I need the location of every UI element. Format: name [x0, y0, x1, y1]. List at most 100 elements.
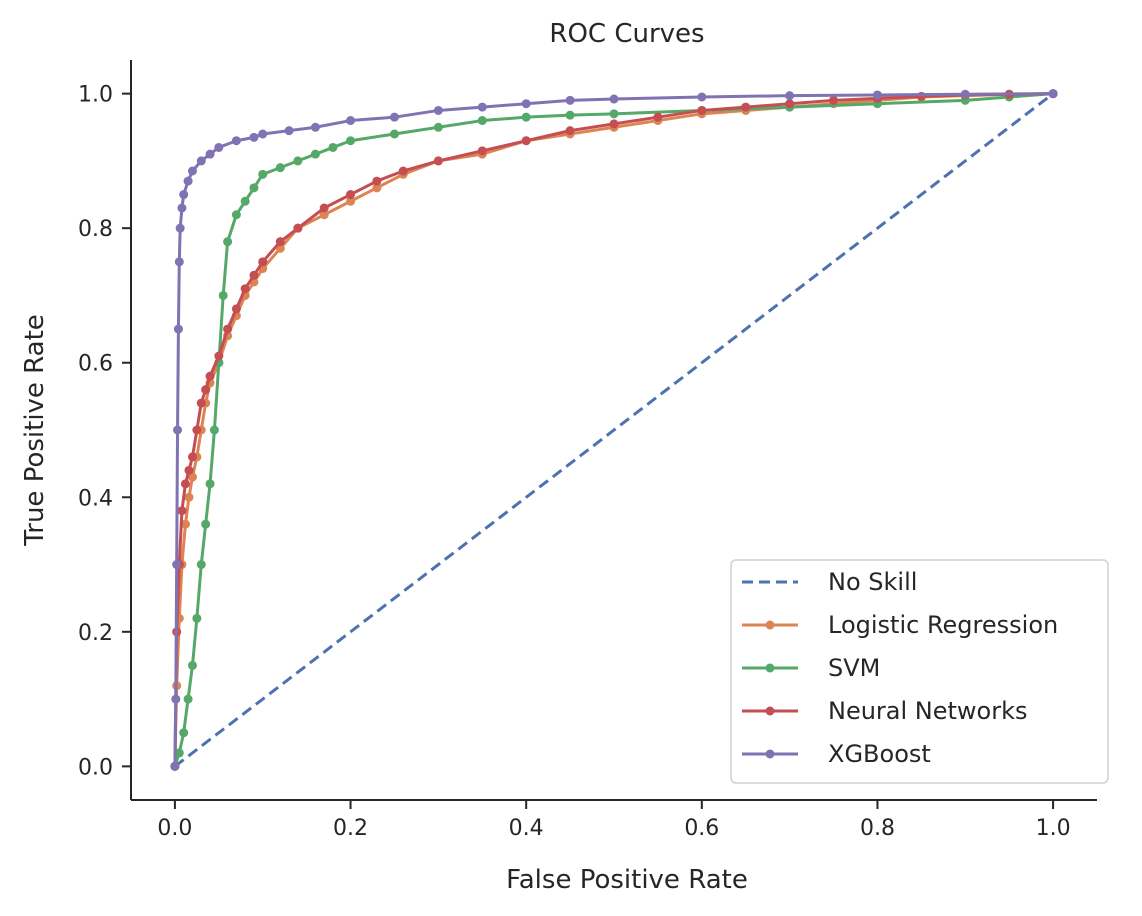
data-point [177, 203, 187, 213]
data-point [389, 129, 399, 139]
data-point [179, 190, 189, 200]
series-neural-networks [170, 89, 1058, 771]
data-point [609, 94, 619, 104]
legend-item: SVM [742, 654, 880, 682]
data-point [183, 176, 193, 186]
series-xgboost [170, 89, 1058, 771]
x-tick-label: 1.0 [1036, 816, 1071, 841]
data-point [214, 351, 224, 361]
y-tick-label: 0.4 [78, 486, 113, 511]
data-point [565, 95, 575, 105]
data-point [565, 110, 575, 120]
data-point [346, 196, 356, 206]
data-point [172, 560, 182, 570]
data-point [310, 122, 320, 132]
data-point [960, 89, 970, 99]
data-point [609, 109, 619, 119]
legend-item: Neural Networks [742, 697, 1028, 725]
data-point [477, 102, 487, 112]
data-point [293, 223, 303, 233]
legend-marker [765, 663, 775, 673]
legend: No Skill Logistic Regression SVM Neural Net… [730, 559, 1109, 784]
data-point [328, 142, 338, 152]
data-point [697, 92, 707, 102]
series-line [173, 92, 1055, 768]
data-point [521, 136, 531, 146]
data-point [223, 237, 233, 247]
data-point [196, 560, 206, 570]
data-point [205, 149, 215, 159]
data-point [258, 169, 268, 179]
data-point [249, 270, 259, 280]
data-point [214, 142, 224, 152]
data-point [741, 102, 751, 112]
legend-item: No Skill [742, 568, 917, 596]
data-point [187, 452, 197, 462]
legend-label: No Skill [828, 568, 917, 596]
x-tick-label: 0.4 [509, 816, 544, 841]
data-point [319, 210, 329, 220]
axes [130, 60, 1097, 801]
y-tick-label: 0.2 [78, 621, 113, 646]
data-point [521, 112, 531, 122]
data-point [372, 176, 382, 186]
y-axis-label: True Positive Rate [20, 314, 50, 547]
y-tick-label: 0.8 [78, 217, 113, 242]
data-point [258, 257, 268, 267]
legend-marker [765, 620, 775, 630]
data-point [174, 257, 184, 267]
data-point [171, 694, 181, 704]
data-point [1048, 89, 1058, 99]
legend-label: SVM [828, 654, 880, 682]
data-point [179, 728, 189, 738]
data-point [785, 91, 795, 101]
legend-item: Logistic Regression [742, 611, 1058, 639]
data-point [187, 166, 197, 176]
data-point [196, 398, 206, 408]
x-tick-label: 0.6 [684, 816, 719, 841]
data-point [192, 425, 202, 435]
x-tick-label: 0.8 [860, 816, 895, 841]
data-point [521, 99, 531, 109]
data-point [192, 613, 202, 623]
data-point [231, 136, 241, 146]
data-point [275, 163, 285, 173]
data-point [184, 465, 194, 475]
data-point [697, 105, 707, 115]
data-point [372, 183, 382, 193]
data-point [565, 126, 575, 136]
y-tick-label: 0.0 [78, 755, 113, 780]
data-point [177, 506, 187, 516]
data-point [183, 694, 193, 704]
data-point [609, 119, 619, 129]
data-point [240, 284, 250, 294]
data-point [201, 385, 211, 395]
data-point [196, 156, 206, 166]
data-point [231, 304, 241, 314]
data-point [346, 190, 356, 200]
legend-item: XGBoost [742, 740, 931, 768]
data-point [187, 472, 197, 482]
data-point [170, 761, 180, 771]
data-point [433, 122, 443, 132]
data-point [872, 90, 882, 100]
data-point [284, 126, 294, 136]
data-point [223, 324, 233, 334]
series-line [173, 92, 1054, 767]
data-point [319, 203, 329, 213]
data-point [240, 196, 250, 206]
data-point [184, 492, 194, 502]
data-point [180, 479, 190, 489]
data-point [829, 95, 839, 105]
data-point [231, 210, 241, 220]
data-point [310, 149, 320, 159]
data-point [433, 105, 443, 115]
data-point [249, 183, 259, 193]
data-point [433, 156, 443, 166]
data-point [346, 136, 356, 146]
data-point [175, 223, 185, 233]
data-point [258, 129, 268, 139]
legend-label: XGBoost [828, 740, 931, 768]
data-point [275, 237, 285, 247]
